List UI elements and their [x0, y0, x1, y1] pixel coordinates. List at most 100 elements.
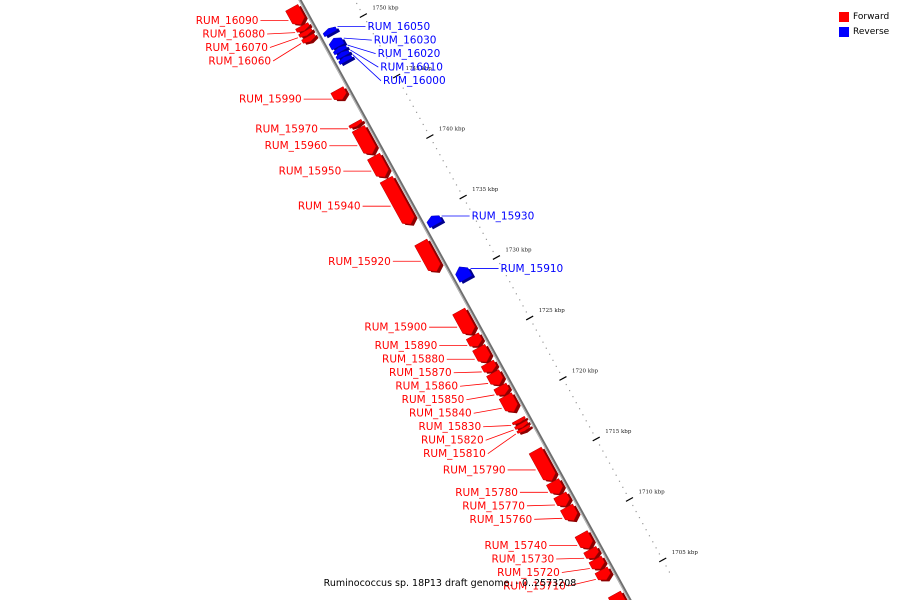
- legend-label-forward: Forward: [853, 11, 890, 22]
- gene-feature-rum-15720[interactable]: [588, 555, 608, 571]
- minor-tick-mark: [415, 111, 418, 113]
- gene-label[interactable]: RUM_15970: [255, 123, 318, 135]
- gene-label[interactable]: RUM_15950: [279, 166, 342, 178]
- major-tick-mark: [492, 255, 501, 260]
- gene-feature-rum-15960[interactable]: [351, 124, 380, 156]
- minor-tick-mark: [505, 275, 507, 277]
- gene-label[interactable]: RUM_16000: [383, 75, 446, 87]
- gene-label[interactable]: RUM_16060: [208, 56, 271, 68]
- gene-feature-rum-16050[interactable]: [322, 26, 341, 39]
- minor-tick-mark: [525, 311, 527, 313]
- scale-tick-label: 1720 kbp: [572, 369, 599, 375]
- gene-feature-rum-16090[interactable]: [285, 4, 308, 27]
- gene-block: [480, 359, 497, 373]
- gene-feature-rum-15910[interactable]: [455, 266, 476, 284]
- gene-block: [516, 424, 531, 434]
- gene-feature-rum-15770[interactable]: [553, 491, 573, 508]
- gene-label[interactable]: RUM_15740: [485, 540, 548, 552]
- gene-feature-rum-15730[interactable]: [583, 545, 602, 561]
- major-tick-mark: [592, 436, 601, 442]
- minor-tick-mark: [356, 2, 358, 5]
- gene-label[interactable]: RUM_15770: [462, 500, 525, 512]
- gene-label[interactable]: RUM_16080: [202, 29, 265, 41]
- gene-feature-rum-15810[interactable]: [516, 424, 534, 435]
- gene-feature-rum-16030[interactable]: [328, 37, 348, 52]
- gene-feature-rum-15870[interactable]: [480, 359, 500, 374]
- gene-feature-rum-15930[interactable]: [426, 215, 446, 230]
- minor-tick-mark: [605, 456, 607, 458]
- gene-feature-rum-15840[interactable]: [498, 392, 521, 414]
- gene-feature-rum-15920[interactable]: [414, 238, 444, 273]
- minor-tick-mark: [668, 571, 670, 573]
- minor-tick-mark: [582, 414, 584, 416]
- gene-label[interactable]: RUM_15830: [418, 421, 481, 433]
- gene-feature-rum-15890[interactable]: [465, 332, 486, 348]
- minor-tick-mark: [465, 202, 468, 204]
- gene-block: [285, 4, 306, 25]
- gene-feature-rum-16060[interactable]: [301, 33, 319, 45]
- minor-tick-mark: [638, 516, 641, 519]
- gene-label[interactable]: RUM_16030: [374, 35, 437, 47]
- gene-feature-rum-15780[interactable]: [546, 478, 566, 496]
- gene-feature-rum-16080[interactable]: [295, 22, 313, 34]
- gene-label[interactable]: RUM_15920: [328, 256, 391, 268]
- gene-feature-rum-15820[interactable]: [514, 420, 531, 432]
- gene-label[interactable]: RUM_15780: [455, 487, 518, 499]
- gene-label[interactable]: RUM_15710: [503, 581, 566, 593]
- scale-tick-label: 1715 kbp: [605, 429, 632, 435]
- gene-feature-rum-15830[interactable]: [511, 415, 529, 427]
- gene-label[interactable]: RUM_15720: [497, 567, 560, 579]
- gene-label[interactable]: RUM_16070: [205, 42, 268, 54]
- gene-label[interactable]: RUM_16020: [378, 48, 441, 60]
- scale-tick-label: 1735 kbp: [472, 187, 499, 193]
- gene-feature-rum-15700[interactable]: [607, 590, 631, 600]
- gene-label[interactable]: RUM_15940: [298, 201, 361, 213]
- gene-label[interactable]: RUM_15850: [402, 394, 465, 406]
- gene-label[interactable]: RUM_16050: [367, 21, 430, 33]
- scale-tick-label: 1745 kbp: [406, 66, 433, 72]
- gene-label[interactable]: RUM_16090: [196, 15, 259, 27]
- minor-tick-mark: [432, 141, 434, 144]
- gene-block: [379, 175, 415, 225]
- gene-feature-rum-16070[interactable]: [298, 27, 316, 39]
- gene-feature-rum-16000[interactable]: [338, 54, 356, 67]
- gene-feature-rum-15860[interactable]: [486, 369, 507, 387]
- gene-label[interactable]: RUM_15890: [375, 340, 438, 352]
- gene-feature-rum-15990[interactable]: [330, 86, 350, 102]
- gene-feature-rum-15710[interactable]: [594, 566, 614, 582]
- gene-label[interactable]: RUM_15880: [382, 354, 445, 366]
- gene-label[interactable]: RUM_15790: [443, 464, 506, 476]
- gene-label[interactable]: RUM_15840: [409, 408, 472, 420]
- gene-label[interactable]: RUM_15900: [364, 322, 427, 334]
- gene-label[interactable]: RUM_15730: [491, 554, 554, 566]
- minor-tick-mark: [568, 389, 571, 392]
- gene-feature-rum-15760[interactable]: [559, 503, 581, 523]
- gene-label-leader: [485, 429, 514, 441]
- gene-feature-rum-15790[interactable]: [528, 446, 559, 483]
- gene-label[interactable]: RUM_15860: [395, 381, 458, 393]
- genome-backbone-line: [298, 0, 632, 600]
- minor-tick-mark: [612, 468, 614, 470]
- gene-label[interactable]: RUM_15910: [501, 263, 564, 275]
- gene-feature-rum-15940[interactable]: [379, 175, 418, 226]
- gene-feature-rum-15970[interactable]: [348, 118, 366, 130]
- minor-tick-mark: [545, 347, 547, 349]
- gene-label[interactable]: RUM_15960: [265, 140, 328, 152]
- gene-label[interactable]: RUM_15930: [472, 210, 535, 222]
- gene-label[interactable]: RUM_15760: [470, 514, 533, 526]
- gene-feature-rum-15850[interactable]: [493, 382, 513, 397]
- gene-feature-rum-15880[interactable]: [472, 343, 494, 364]
- gene-label-leader: [526, 504, 555, 507]
- gene-label-leader: [466, 394, 495, 401]
- gene-feature-rum-15950[interactable]: [367, 152, 392, 179]
- minor-tick-mark: [359, 8, 361, 11]
- gene-feature-rum-15900[interactable]: [452, 307, 479, 336]
- scale-tick-label: 1705 kbp: [672, 550, 699, 556]
- gene-label[interactable]: RUM_15870: [389, 367, 452, 379]
- gene-label[interactable]: RUM_16010: [380, 62, 443, 74]
- gene-block: [594, 566, 611, 581]
- gene-label[interactable]: RUM_15820: [421, 435, 484, 447]
- gene-label[interactable]: RUM_15810: [423, 448, 486, 460]
- gene-feature-rum-15740[interactable]: [574, 530, 596, 550]
- gene-label[interactable]: RUM_15990: [239, 94, 302, 106]
